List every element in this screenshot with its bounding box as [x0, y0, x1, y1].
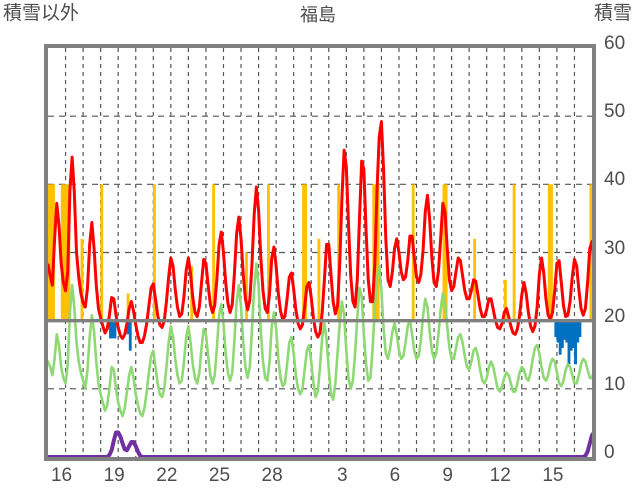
- chart-title: 福島: [300, 5, 336, 25]
- green-line-series: [48, 262, 592, 418]
- x-axis-tick: 3: [337, 465, 348, 486]
- right-axis-tick: 40: [604, 169, 626, 191]
- x-axis-tick: 15: [542, 465, 564, 486]
- x-axis-tick: 6: [389, 465, 401, 486]
- right-axis-tick: 20: [604, 305, 626, 327]
- plot-canvas: [48, 48, 592, 457]
- chart-svg: [48, 48, 592, 457]
- right-axis-tick: 30: [604, 237, 626, 259]
- purple-line-series: [48, 430, 592, 457]
- right-axis-tick: 0: [604, 442, 615, 463]
- x-axis-tick: 22: [156, 465, 178, 486]
- right-axis-tick: 60: [604, 33, 626, 54]
- right-axis-tick: 10: [604, 373, 626, 395]
- x-axis-tick: 16: [50, 465, 73, 486]
- right-axis-tick: 50: [604, 101, 626, 123]
- plot-area: [44, 44, 596, 461]
- x-axis-tick: 28: [261, 465, 283, 486]
- right-axis-title: 積雪: [593, 3, 632, 24]
- x-axis-tick: 25: [208, 465, 231, 486]
- red-line-series: [48, 120, 592, 344]
- x-axis-tick: 12: [489, 465, 511, 486]
- left-axis-title: 積雪以外: [3, 3, 80, 24]
- x-axis-tick: 9: [442, 465, 453, 486]
- blue-bars-series: [109, 320, 582, 365]
- x-axis-tick: 19: [103, 465, 125, 486]
